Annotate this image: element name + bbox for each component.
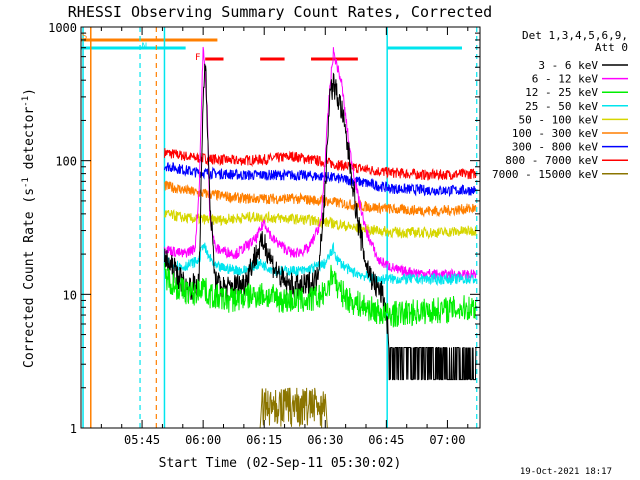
- x-tick-label-0: 05:45: [124, 433, 160, 447]
- legend-header-1: Att 0: [595, 41, 628, 54]
- y-tick-label-2: 100: [55, 155, 77, 169]
- x-tick-label-4: 06:45: [368, 433, 404, 447]
- legend-label-7: 800 - 7000 keV: [505, 154, 598, 167]
- y-tick-label-0: 1: [70, 422, 77, 436]
- flag-label-0: S: [82, 32, 87, 42]
- series-line-8: [164, 387, 476, 429]
- y-tick-label-3: 1000: [48, 21, 77, 35]
- chart-title: RHESSI Observing Summary Count Rates, Co…: [68, 3, 492, 21]
- series-line-6: [164, 63, 477, 381]
- y-tick-label-1: 10: [63, 288, 77, 302]
- series-line-7: [164, 262, 477, 328]
- legend-label-1: 6 - 12 keV: [532, 73, 599, 86]
- flag-label-1: N: [142, 42, 147, 52]
- axes: 05:45 06:00 06:15 06:30 06:45 07:00 1 10 100 1000: [48, 21, 481, 447]
- flag-label-2: F: [195, 53, 200, 63]
- timestamp: 19-Oct-2021 18:17: [520, 467, 612, 477]
- legend-label-4: 50 - 100 keV: [519, 113, 599, 126]
- series-line-4: [164, 46, 477, 281]
- legend-label-0: 3 - 6 keV: [538, 59, 598, 72]
- y-axis-label: Corrected Count Rate (s-1 detector-1): [21, 88, 37, 368]
- legend-header-0: Det 1,3,4,5,6,9,: [522, 29, 628, 42]
- x-tick-label-5: 07:00: [429, 433, 465, 447]
- series-line-2: [164, 180, 477, 218]
- plot-area: S N F: [81, 27, 478, 429]
- series-line-5: [164, 241, 477, 287]
- series-line-1: [164, 162, 477, 198]
- x-tick-label-1: 06:00: [185, 433, 221, 447]
- x-tick-label-3: 06:30: [307, 433, 343, 447]
- legend-label-8: 7000 - 15000 keV: [492, 168, 598, 181]
- legend-label-3: 25 - 50 keV: [525, 100, 598, 113]
- series-line-0: [164, 148, 477, 181]
- legend-label-5: 100 - 300 keV: [512, 127, 598, 140]
- plot-frame: [80, 26, 481, 429]
- legend-label-2: 12 - 25 keV: [525, 86, 598, 99]
- x-tick-label-2: 06:15: [246, 433, 282, 447]
- x-axis-label: Start Time (02-Sep-11 05:30:02): [159, 456, 402, 471]
- legend-label-6: 300 - 800 keV: [512, 141, 598, 154]
